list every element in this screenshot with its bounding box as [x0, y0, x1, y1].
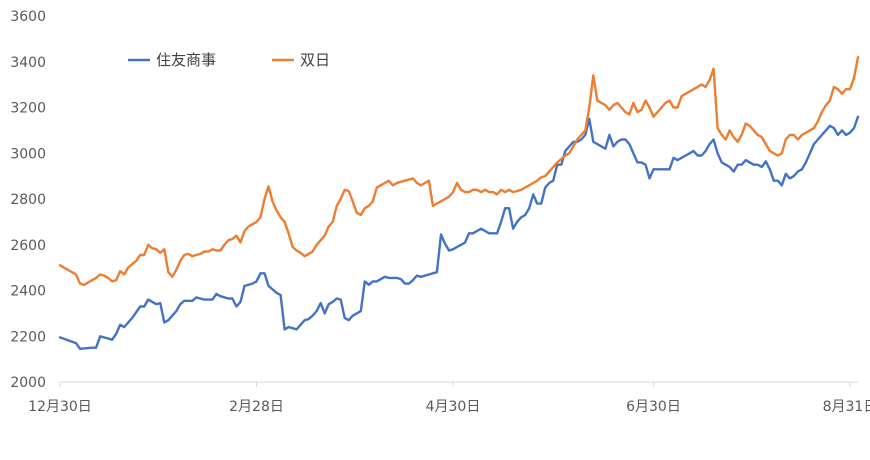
legend: 住友商事 双日 [128, 51, 330, 69]
series-line-0 [58, 115, 860, 350]
x-axis-tick-marks [59, 382, 851, 387]
series-lines [58, 56, 860, 350]
legend-label: 住友商事 [156, 51, 216, 69]
series-line-1 [58, 56, 860, 286]
x-tick-label: 4月30日 [426, 399, 481, 415]
y-tick-label: 3000 [10, 146, 46, 162]
y-axis-tick-labels: 2000 2200 2400 2600 2800 3000 3200 3400 3600 [10, 9, 46, 391]
y-tick-label: 3200 [10, 101, 46, 117]
x-tick-label: 12月30日 [28, 399, 92, 415]
x-tick-label: 6月30日 [626, 399, 681, 415]
legend-label: 双日 [300, 51, 330, 69]
x-tick-label: 2月28日 [229, 399, 284, 415]
x-tick-label: 8月31日 [823, 399, 870, 415]
x-axis-tick-labels: 12月30日 2月28日 4月30日 6月30日 8月31日 [28, 399, 870, 415]
y-tick-label: 2600 [10, 238, 46, 254]
y-tick-label: 2400 [10, 284, 46, 300]
y-tick-label: 2000 [10, 375, 46, 391]
y-tick-label: 3400 [10, 55, 46, 71]
y-tick-label: 2800 [10, 192, 46, 208]
y-tick-label: 2200 [10, 329, 46, 345]
y-tick-label: 3600 [10, 9, 46, 25]
